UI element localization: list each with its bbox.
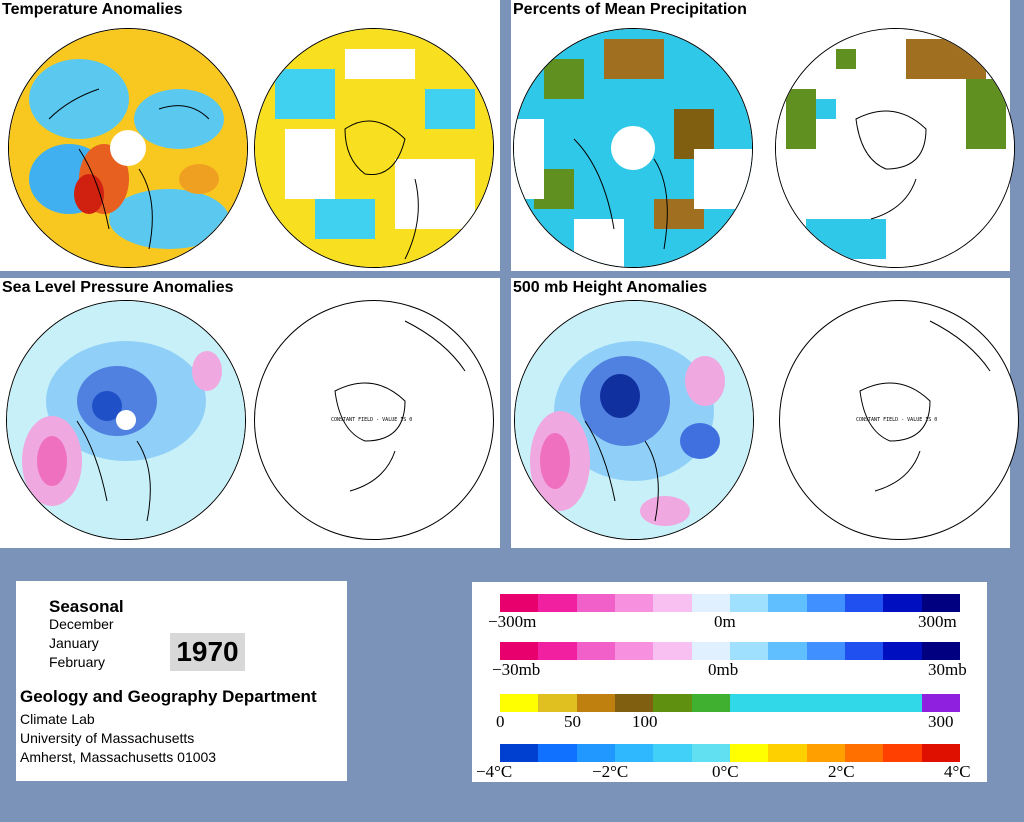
- month-3: February: [49, 654, 106, 670]
- colorbar-swatch: [614, 594, 654, 612]
- pressure-colorbar: [500, 642, 960, 660]
- panel-title: Sea Level Pressure Anomalies: [0, 278, 236, 298]
- colorbar-swatch: [768, 694, 807, 712]
- month-2: January: [49, 635, 99, 651]
- address-line-2: University of Massachusetts: [20, 730, 195, 746]
- height-colorbar: [500, 594, 960, 612]
- precipitation-south-map: [775, 28, 1015, 268]
- colorbar-swatch: [729, 744, 769, 762]
- pressure-label-mid: 0mb: [708, 660, 739, 679]
- precip-label-0: 0: [496, 712, 505, 731]
- colorbar-swatch: [921, 594, 960, 612]
- colorbar-swatch: [614, 642, 654, 660]
- colorbar-swatch: [653, 694, 692, 712]
- colorbar-swatch: [729, 594, 769, 612]
- colorbar-swatch: [921, 744, 960, 762]
- colorbar-swatch: [653, 642, 692, 660]
- department-label: Geology and Geography Department: [20, 687, 317, 706]
- colorbar-swatch: [538, 694, 577, 712]
- colorbar-swatch: [691, 744, 730, 762]
- temperature-colorbar: [500, 744, 960, 762]
- info-box: Seasonal December January February 1970 …: [16, 581, 347, 781]
- colorbar-swatch: [844, 694, 884, 712]
- temperature-panel: Temperature Anomalies: [0, 0, 500, 271]
- month-1: December: [49, 616, 114, 632]
- temperature-north-map: [8, 28, 248, 268]
- colorbar-swatch: [921, 642, 960, 660]
- height-label-max: 300m: [918, 612, 957, 631]
- colorbar-swatch: [538, 744, 577, 762]
- colorbar-swatch: [653, 594, 692, 612]
- height-label-min: −300m: [488, 612, 537, 631]
- colorbar-swatch: [576, 694, 615, 712]
- pressure-label-max: 30mb: [928, 660, 967, 679]
- colorbar-swatch: [653, 744, 692, 762]
- colorbar-swatch: [576, 594, 615, 612]
- panel-title: 500 mb Height Anomalies: [511, 278, 710, 298]
- colorbar-swatch: [729, 642, 769, 660]
- slp-north-map: [6, 300, 246, 540]
- colorbar-swatch: [500, 744, 539, 762]
- precip-label-100: 100: [632, 712, 658, 731]
- temp-label-zero: 0°C: [712, 762, 739, 781]
- colorbar-swatch: [729, 694, 769, 712]
- colorbar-swatch: [538, 594, 577, 612]
- precip-label-300: 300: [928, 712, 954, 731]
- colorbar-swatch: [691, 594, 730, 612]
- address-line-3: Amherst, Massachusetts 01003: [20, 749, 217, 765]
- precipitation-panel: Percents of Mean Precipitation: [511, 0, 1015, 271]
- slp-panel: Sea Level Pressure Anomalies CONSTANT FI…: [0, 278, 500, 548]
- colorbar-swatch: [768, 744, 807, 762]
- precipitation-north-map: [513, 28, 753, 268]
- legend-box: −300m 0m 300m −30mb 0mb 30mb 0 50 100 30…: [472, 582, 987, 782]
- colorbar-swatch: [806, 694, 845, 712]
- height500-north-map: [514, 300, 754, 540]
- colorbar-swatch: [806, 594, 845, 612]
- temp-label-pos2: 2°C: [828, 762, 855, 781]
- colorbar-swatch: [844, 744, 884, 762]
- colorbar-swatch: [921, 694, 960, 712]
- temp-label-min: −4°C: [476, 762, 513, 781]
- height-label-mid: 0m: [714, 612, 736, 631]
- colorbar-swatch: [806, 744, 845, 762]
- temperature-south-map: [254, 28, 494, 268]
- colorbar-swatch: [614, 744, 654, 762]
- panel-title: Temperature Anomalies: [0, 0, 185, 20]
- precip-label-50: 50: [564, 712, 581, 731]
- address-line-1: Climate Lab: [20, 711, 95, 727]
- precip-colorbar: [500, 694, 960, 712]
- constant-field-label: CONSTANT FIELD - VALUE IS 0: [331, 417, 413, 423]
- colorbar-swatch: [538, 642, 577, 660]
- colorbar-swatch: [576, 642, 615, 660]
- temp-label-max: 4°C: [944, 762, 971, 781]
- year-badge: 1970: [170, 633, 245, 671]
- colorbar-swatch: [883, 694, 922, 712]
- colorbar-swatch: [844, 594, 884, 612]
- colorbar-swatch: [883, 594, 922, 612]
- colorbar-swatch: [691, 642, 730, 660]
- constant-field-label: CONSTANT FIELD - VALUE IS 0: [856, 417, 938, 423]
- colorbar-swatch: [500, 594, 539, 612]
- slp-south-map: CONSTANT FIELD - VALUE IS 0: [254, 300, 494, 540]
- colorbar-swatch: [768, 594, 807, 612]
- height500-south-map: CONSTANT FIELD - VALUE IS 0: [779, 300, 1019, 540]
- colorbar-swatch: [576, 744, 615, 762]
- height500-panel: 500 mb Height Anomalies CONSTANT FIELD -…: [511, 278, 1019, 548]
- colorbar-swatch: [883, 744, 922, 762]
- colorbar-swatch: [500, 642, 539, 660]
- panel-title: Percents of Mean Precipitation: [511, 0, 749, 20]
- colorbar-swatch: [844, 642, 884, 660]
- colorbar-swatch: [500, 694, 539, 712]
- temp-label-neg2: −2°C: [592, 762, 629, 781]
- pressure-label-min: −30mb: [492, 660, 541, 679]
- colorbar-swatch: [691, 694, 730, 712]
- colorbar-swatch: [614, 694, 654, 712]
- colorbar-swatch: [768, 642, 807, 660]
- season-label: Seasonal: [49, 597, 124, 616]
- colorbar-swatch: [806, 642, 845, 660]
- colorbar-swatch: [883, 642, 922, 660]
